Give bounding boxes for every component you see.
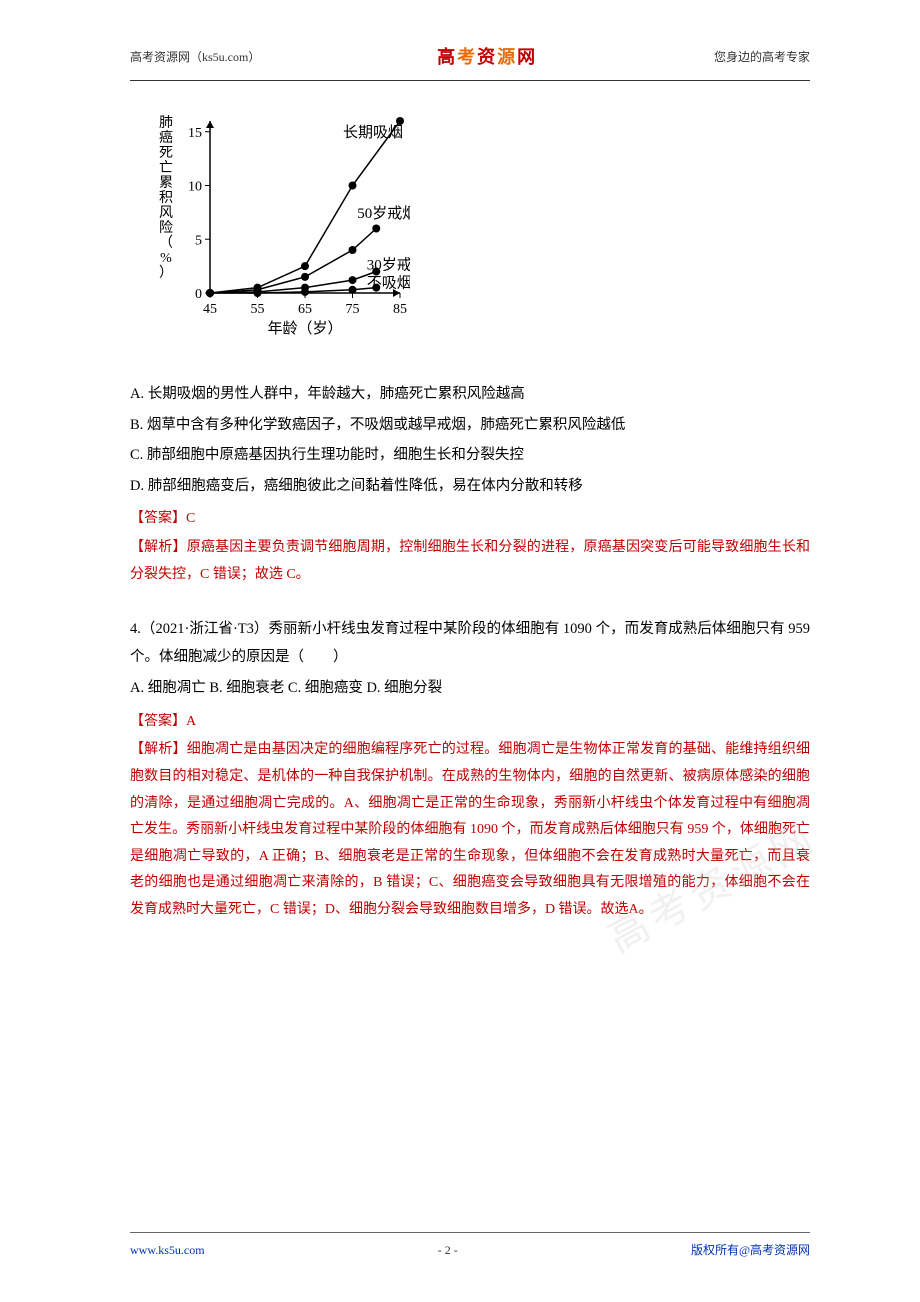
svg-text:65: 65 [298, 302, 312, 317]
svg-text:癌: 癌 [159, 130, 173, 146]
svg-text:亡: 亡 [159, 160, 173, 176]
svg-text:55: 55 [251, 302, 265, 317]
q3-option-b: B. 烟草中含有多种化学致癌因子，不吸烟或越早戒烟，肺癌死亡累积风险越低 [130, 412, 810, 440]
svg-text:死: 死 [159, 146, 173, 161]
svg-text:长期吸烟: 长期吸烟 [343, 124, 403, 141]
svg-text:50岁戒烟: 50岁戒烟 [357, 205, 410, 222]
header-right: 您身边的高考专家 [714, 46, 810, 69]
q3-answer: 【答案】C [130, 506, 810, 533]
explain-label: 【解析】 [130, 540, 187, 555]
logo-char: 源 [497, 47, 517, 67]
explain-text: 原癌基因主要负责调节细胞周期，控制细胞生长和分裂的进程，原癌基因突变后可能导致细… [130, 540, 810, 582]
footer-right: 版权所有@高考资源网 [691, 1239, 810, 1262]
svg-text:75: 75 [346, 302, 360, 317]
footer-left: www.ks5u.com [130, 1239, 205, 1262]
logo-char: 高 [437, 47, 457, 67]
svg-text:累: 累 [159, 176, 173, 191]
risk-chart: 0 5 10 15 45 55 65 75 85 长期吸烟 50岁戒烟 30岁戒烟不吸烟年龄（岁） 肺癌… [150, 111, 810, 341]
q3-explain: 【解析】原癌基因主要负责调节细胞周期，控制细胞生长和分裂的进程，原癌基因突变后可… [130, 535, 810, 588]
logo-char: 考 [457, 47, 477, 67]
answer-label: 【答案】 [130, 511, 186, 526]
svg-text:5: 5 [195, 233, 202, 248]
svg-text:不吸烟: 不吸烟 [367, 275, 410, 292]
header-center-logo: 高考资源网 [437, 40, 537, 74]
svg-text:10: 10 [188, 180, 202, 195]
q3-option-d: D. 肺部细胞癌变后，癌细胞彼此之间黏着性降低，易在体内分散和转移 [130, 473, 810, 501]
svg-text:0: 0 [195, 287, 202, 302]
svg-text:（: （ [159, 235, 173, 251]
svg-text:肺: 肺 [159, 115, 173, 131]
answer-value: C [186, 511, 195, 526]
svg-text:风: 风 [159, 206, 173, 221]
svg-text:年龄（岁）: 年龄（岁） [267, 320, 342, 337]
svg-text:）: ） [159, 265, 173, 281]
page-footer: www.ks5u.com - 2 - 版权所有@高考资源网 [130, 1232, 810, 1262]
q3-option-c: C. 肺部细胞中原癌基因执行生理功能时，细胞生长和分裂失控 [130, 442, 810, 470]
svg-text:30岁戒烟: 30岁戒烟 [367, 257, 410, 274]
logo-char: 网 [517, 47, 537, 67]
svg-text:15: 15 [188, 126, 202, 141]
q4-options: A. 细胞凋亡 B. 细胞衰老 C. 细胞癌变 D. 细胞分裂 [130, 675, 810, 703]
answer-label: 【答案】 [130, 714, 186, 729]
svg-text:%: % [160, 251, 172, 266]
q3-option-a: A. 长期吸烟的男性人群中，年龄越大，肺癌死亡累积风险越高 [130, 381, 810, 409]
q4-block: 4.（2021·浙江省·T3）秀丽新小杆线虫发育过程中某阶段的体细胞有 1090… [130, 616, 810, 923]
q4-stem: 4.（2021·浙江省·T3）秀丽新小杆线虫发育过程中某阶段的体细胞有 1090… [130, 616, 810, 671]
q4-answer: 【答案】A [130, 709, 810, 736]
svg-text:险: 险 [159, 220, 173, 236]
svg-text:85: 85 [393, 302, 407, 317]
footer-page-number: - 2 - [438, 1239, 458, 1262]
q4-explain: 【解析】细胞凋亡是由基因决定的细胞编程序死亡的过程。细胞凋亡是生物体正常发育的基… [130, 737, 810, 923]
page-header: 高考资源网（ks5u.com） 高考资源网 您身边的高考专家 [130, 40, 810, 81]
explain-label: 【解析】 [130, 742, 187, 757]
answer-value: A [186, 714, 196, 729]
header-left: 高考资源网（ks5u.com） [130, 46, 260, 69]
svg-text:45: 45 [203, 302, 217, 317]
logo-char: 资 [477, 47, 497, 67]
svg-text:积: 积 [159, 190, 173, 206]
explain-text: 细胞凋亡是由基因决定的细胞编程序死亡的过程。细胞凋亡是生物体正常发育的基础、能维… [130, 742, 810, 917]
